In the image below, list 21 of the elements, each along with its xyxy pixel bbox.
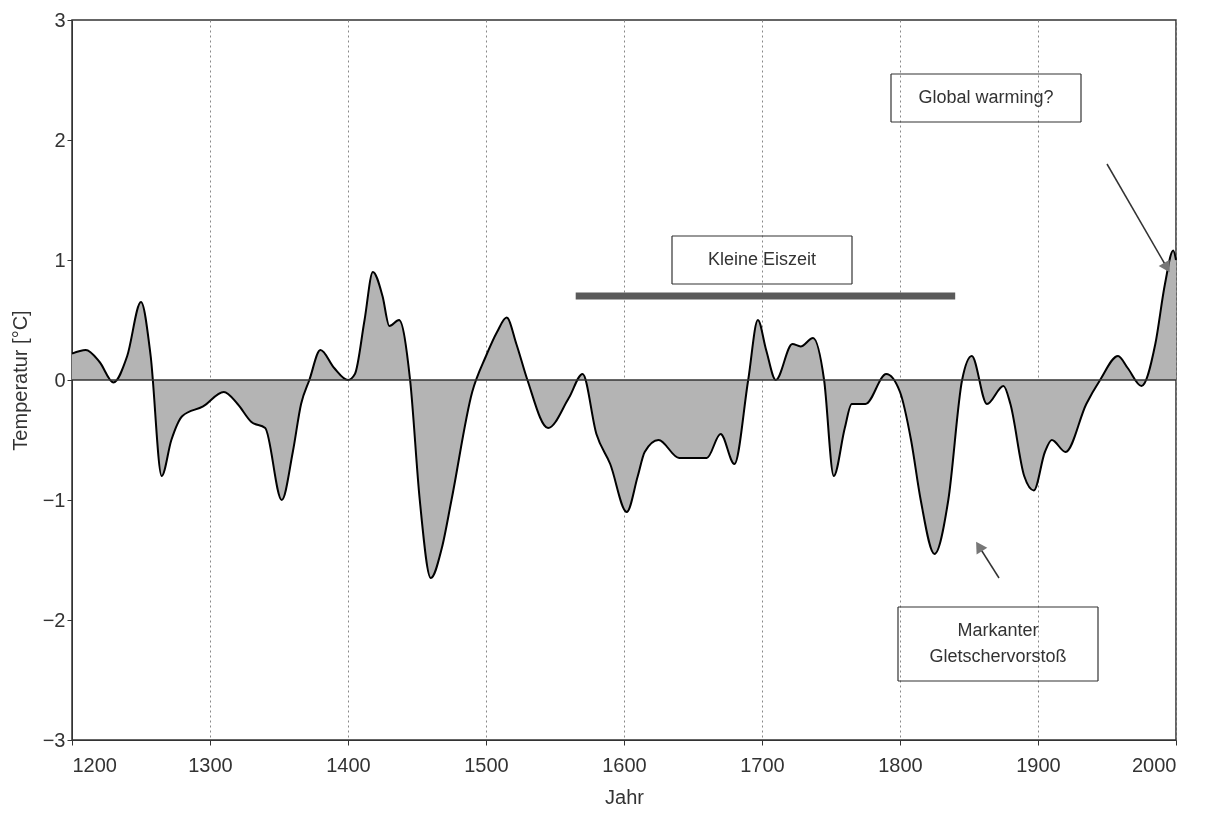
annotation: Kleine Eiszeit xyxy=(707,249,817,269)
x-tick-label: 1200 xyxy=(72,753,117,776)
x-tick-label: 1500 xyxy=(464,753,509,776)
x-tick-label: 1300 xyxy=(188,753,233,776)
y-tick-label: −1 xyxy=(42,488,66,511)
y-tick-label: 2 xyxy=(54,128,66,151)
y-tick-label: 0 xyxy=(54,368,66,391)
y-tick-label: 1 xyxy=(54,248,66,271)
x-tick-label: 1600 xyxy=(602,753,647,776)
y-tick-label: 3 xyxy=(54,8,66,31)
annotation: Global warming? xyxy=(918,87,1054,107)
y-axis-title: Temperatur [°C] xyxy=(8,310,31,451)
x-tick-label: 2000 xyxy=(1132,753,1177,776)
y-tick-label: −3 xyxy=(42,728,66,751)
x-tick-label: 1900 xyxy=(1016,753,1061,776)
y-tick-label: −2 xyxy=(42,608,66,631)
x-tick-label: 1400 xyxy=(326,753,371,776)
x-tick-label: 1700 xyxy=(740,753,785,776)
x-tick-label: 1800 xyxy=(878,753,923,776)
annotation: Markanter Gletschervorstoß xyxy=(929,620,1067,666)
x-axis-title: Jahr xyxy=(605,785,645,808)
